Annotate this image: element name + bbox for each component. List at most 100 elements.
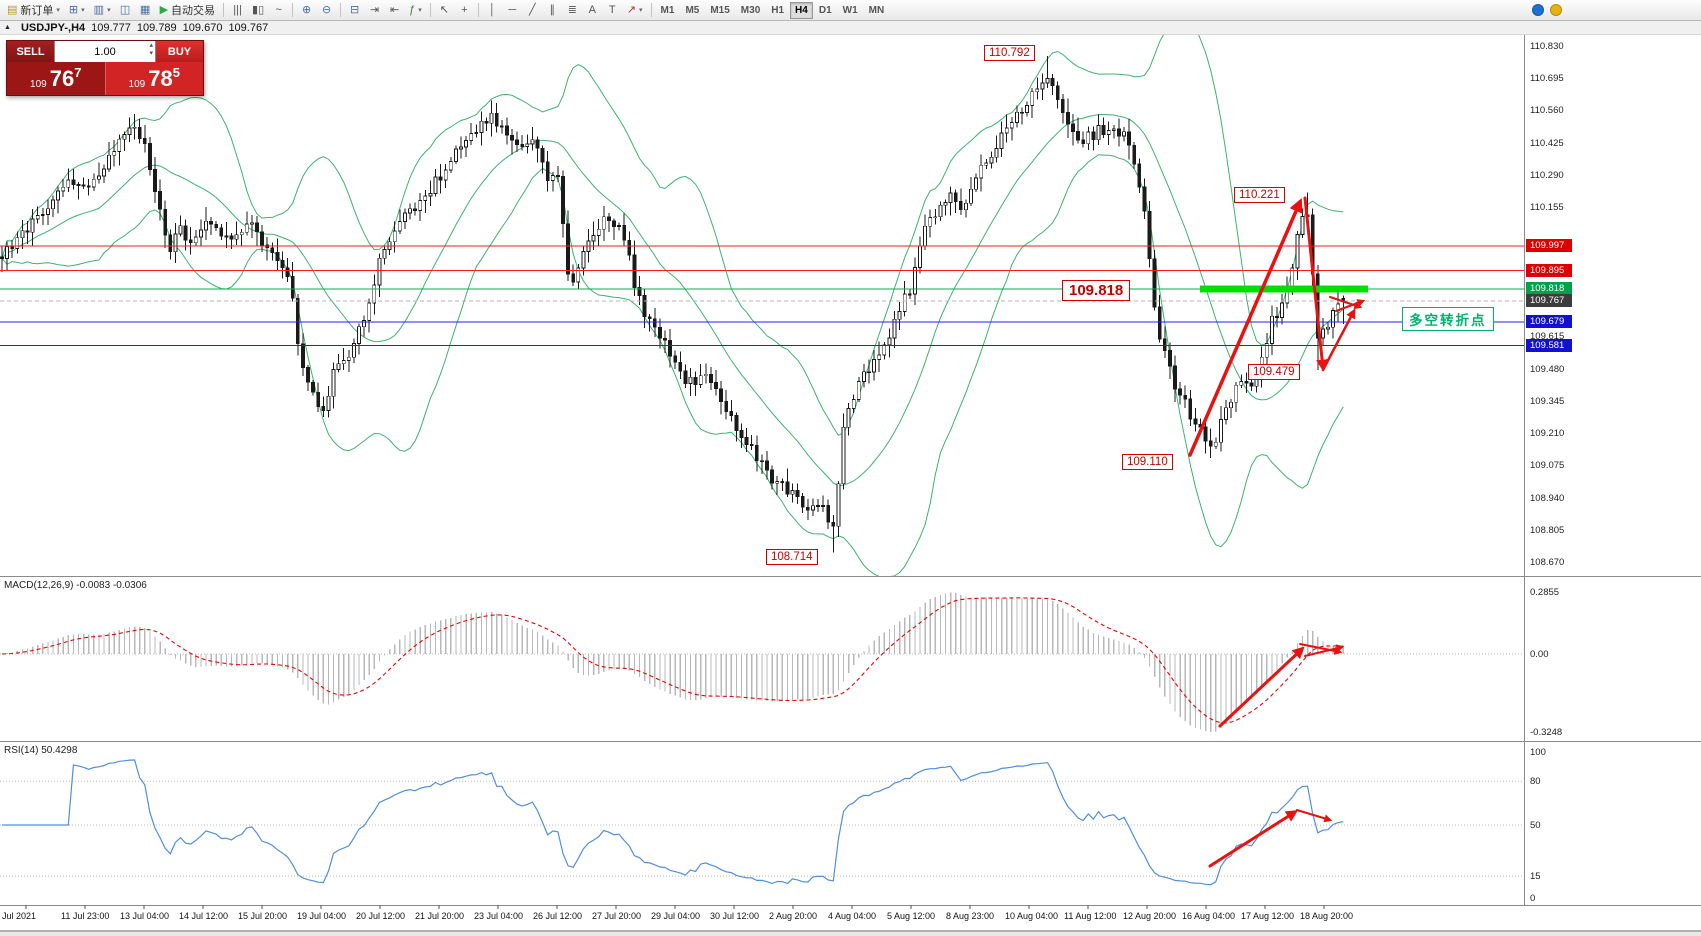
buy-button[interactable]: BUY (156, 41, 203, 62)
ohlc-high: 109.789 (136, 21, 177, 34)
rsi-panel[interactable] (0, 759, 1524, 886)
dropdown-caret-icon: ▾ (107, 7, 111, 14)
rsi-line (2, 759, 1344, 886)
channel-icon: ∥ (549, 3, 556, 16)
toolbar-status-icons (1532, 4, 1562, 16)
price-annotation[interactable]: 109.110 (1122, 453, 1173, 470)
one-click-trading-panel: SELL 1.00 ▴ ▾ BUY 109 76 7 109 78 5 (6, 40, 204, 96)
price-annotation[interactable]: 110.221 (1234, 187, 1285, 204)
toolbar-separator (477, 3, 479, 17)
timeframe-m1-button[interactable]: M1 (656, 2, 680, 19)
spin-up-icon[interactable]: ▴ (149, 42, 153, 49)
trendline-button[interactable]: ╱ (523, 1, 542, 19)
cursor-button[interactable]: ↖ (435, 1, 454, 19)
tile-windows-icon: ⊟ (350, 3, 360, 16)
vertical-line-icon: │ (488, 3, 496, 16)
bollinger-upper-band (1, 35, 1344, 437)
timeframe-h4-button[interactable]: H4 (790, 1, 813, 19)
price-annotation[interactable]: 110.792 (984, 45, 1035, 62)
bars-mode-button[interactable]: ||| (228, 1, 247, 19)
cursor-icon: ↖ (439, 3, 449, 16)
zoom-in-icon: ⊕ (302, 3, 312, 16)
sell-button[interactable]: SELL (7, 41, 54, 62)
timeframe-h1-button[interactable]: H1 (766, 2, 789, 19)
candlesticks (0, 56, 1346, 553)
horizontal-levels[interactable] (0, 245, 1524, 346)
auto-scroll-button[interactable]: ⇥ (365, 1, 384, 19)
label-button[interactable]: T (603, 1, 622, 19)
indicators-button[interactable]: ƒ ▾ (405, 1, 426, 19)
navigator-icon: ▦ (139, 3, 151, 16)
market-watch-button[interactable]: ◫ (116, 1, 135, 19)
candles-mode-button[interactable]: ▮▯ (248, 1, 268, 19)
timeframe-mn-button[interactable]: MN (864, 2, 890, 19)
navigator-button[interactable]: ▦ (136, 1, 155, 19)
collapse-triangle-icon[interactable]: ▲ (4, 24, 11, 31)
price-annotation[interactable]: 109.818 (1062, 279, 1131, 301)
new-order-button[interactable]: ▤ 新订单 ▾ (3, 1, 64, 19)
new-order-button-label: 新订单 (20, 5, 54, 17)
ask-pips: 78 (148, 65, 173, 91)
text-button[interactable]: A (583, 1, 602, 19)
price-annotation[interactable]: 109.479 (1248, 364, 1300, 381)
spin-down-icon[interactable]: ▾ (149, 50, 153, 57)
zoom-out-button[interactable]: ⊖ (317, 1, 336, 19)
trade-prices-row: 109 76 7 109 78 5 (7, 62, 203, 95)
macd-panel[interactable] (0, 592, 1524, 732)
status-icon-blue[interactable] (1532, 4, 1544, 16)
toolbar-separator (650, 3, 652, 17)
bollinger-lower-band (1, 154, 1344, 576)
autotrading-button-label: 自动交易 (171, 5, 216, 17)
dropdown-caret-icon: ▾ (81, 7, 85, 14)
trend-arrows[interactable] (1188, 196, 1366, 868)
panel-separators[interactable] (0, 35, 1701, 931)
line-mode-button[interactable]: ~ (269, 1, 288, 19)
timeframe-w1-button[interactable]: W1 (838, 2, 863, 19)
volume-value[interactable]: 1.00 (94, 45, 116, 58)
zoom-in-button[interactable]: ⊕ (297, 1, 316, 19)
sell-price-button[interactable]: 109 76 7 (7, 62, 105, 95)
line-chart-icon: ~ (275, 3, 282, 16)
macd-signal-line (1, 597, 1344, 724)
ohlc-open: 109.777 (91, 21, 131, 34)
window-bottom-strip (0, 931, 1701, 936)
turning-point-label[interactable]: 多空转折点 (1402, 306, 1494, 331)
candles-chart-icon: ▮▯ (252, 3, 265, 16)
crosshair-button[interactable]: + (455, 1, 474, 19)
arrow-objects-icon: ↗ (626, 3, 637, 16)
vertical-line-button[interactable]: │ (483, 1, 502, 19)
auto-scroll-icon: ⇥ (370, 3, 380, 16)
timeframe-m5-button[interactable]: M5 (680, 2, 704, 19)
price-annotation[interactable]: 108.714 (766, 549, 818, 566)
horizontal-line-icon: ─ (508, 3, 517, 16)
fibonacci-button[interactable]: ≣ (563, 1, 582, 19)
crosshair-icon: + (461, 3, 468, 16)
dropdown-caret-icon: ▾ (639, 7, 643, 14)
bars-chart-icon: ||| (233, 3, 242, 16)
volume-spinner[interactable]: ▴ ▾ (149, 42, 153, 58)
trade-controls-row: SELL 1.00 ▴ ▾ BUY (7, 41, 203, 62)
timeframe-m15-button[interactable]: M15 (705, 2, 734, 19)
channel-button[interactable]: ∥ (543, 1, 562, 19)
toolbar-separator (429, 3, 431, 17)
macd-indicator-label: MACD(12,26,9) -0.0083 -0.0306 (4, 580, 147, 591)
status-icon-yellow[interactable] (1550, 4, 1562, 16)
bollinger-middle-band (1, 113, 1344, 487)
charts-button[interactable]: ⊞ ▾ (65, 1, 89, 19)
profiles-button[interactable]: ▥ ▾ (90, 1, 115, 19)
volume-field[interactable]: 1.00 ▴ ▾ (54, 41, 156, 62)
autotrading-button[interactable]: ▶ 自动交易 (156, 1, 219, 19)
arrows-button[interactable]: ↗ ▾ (623, 1, 647, 19)
timeframe-m30-button[interactable]: M30 (736, 2, 765, 19)
horizontal-line-button[interactable]: ─ (503, 1, 522, 19)
zoom-out-icon: ⊖ (322, 3, 332, 16)
toolbar: ▤ 新订单 ▾ ⊞ ▾ ▥ ▾ ◫ ▦ ▶ 自动交易 ||| ▮▯ ~ ⊕ ⊖ ⊟ ⇥ ⇤ ƒ ▾ ↖ + │ ─ ╱ ∥ ≣ A T ↗ ▾… (0, 0, 1701, 21)
timeframe-d1-button[interactable]: D1 (814, 2, 837, 19)
market-watch-icon: ◫ (119, 3, 131, 16)
buy-price-button[interactable]: 109 78 5 (104, 62, 203, 95)
main-chart-plot[interactable] (0, 17, 1524, 578)
chart-title-bar: ▲ USDJPY-,H4 109.777 109.789 109.670 109… (0, 21, 1701, 35)
chart-shift-button[interactable]: ⇤ (385, 1, 404, 19)
tile-windows-button[interactable]: ⊟ (345, 1, 364, 19)
